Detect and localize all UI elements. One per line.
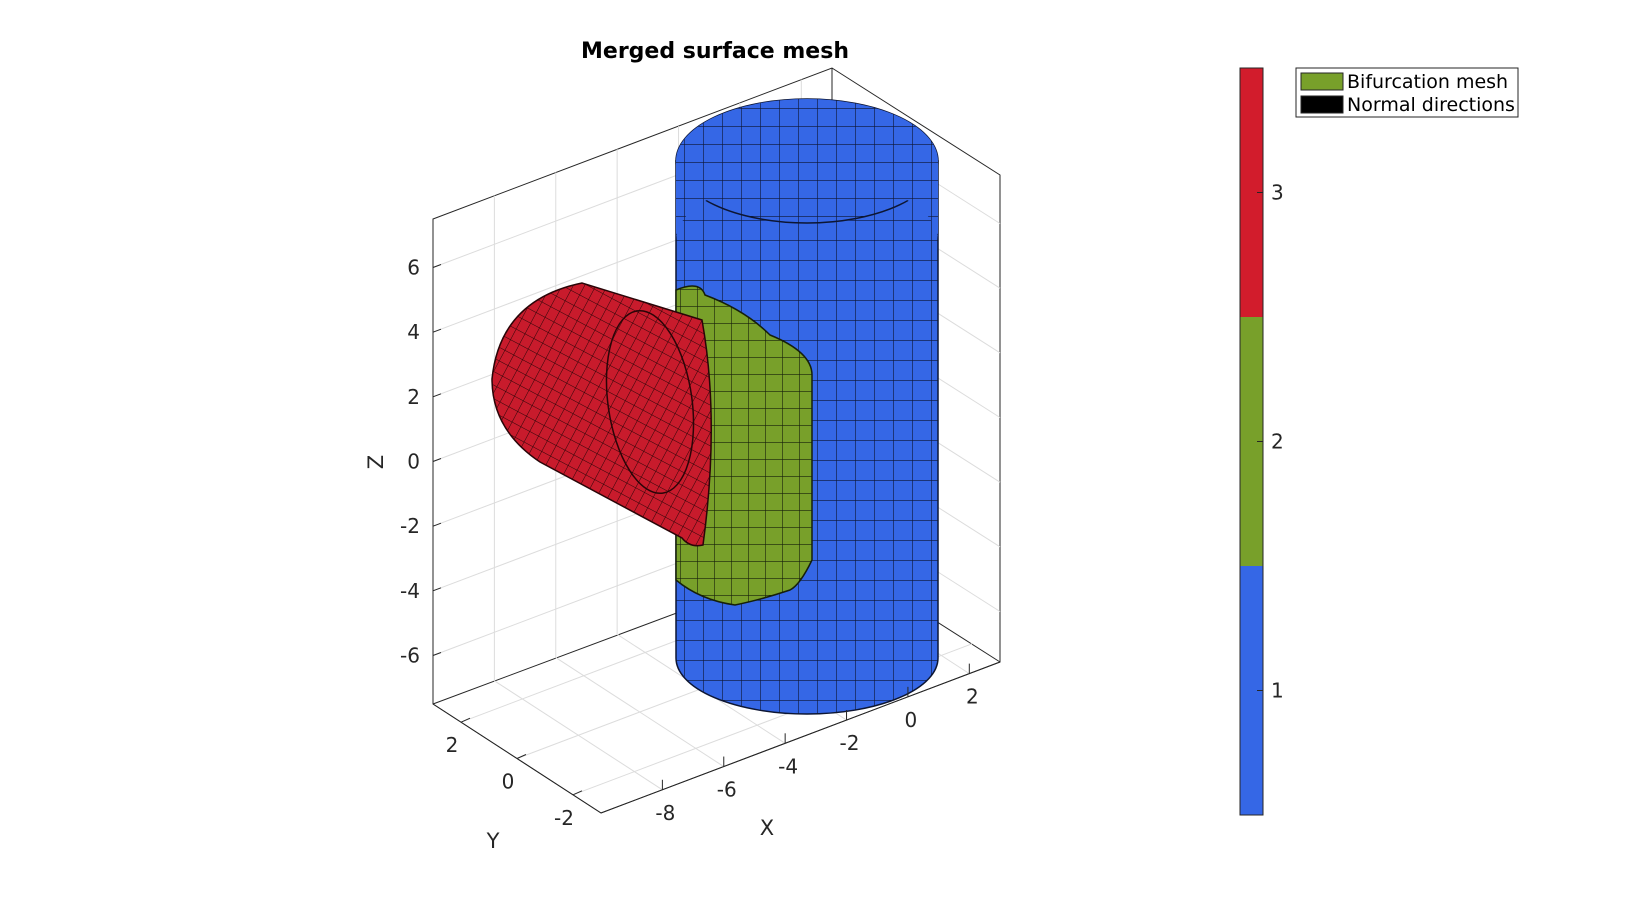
y-tick-label: -2: [554, 806, 574, 830]
x-tick-label: -2: [840, 731, 860, 755]
z-tick-mark: [432, 652, 442, 656]
axis-ticks: 6 4 2 0 -2 -4 -6 -8 -6 -4 -2 0 2 2 0 -2: [400, 256, 979, 830]
x-axis-label: X: [760, 816, 774, 840]
z-axis-label: Z: [364, 455, 388, 469]
y-axis-label: Y: [486, 829, 500, 853]
z-tick-mark: [432, 522, 442, 527]
x-tick-label: -6: [717, 778, 737, 802]
colorbar-tick-label: 2: [1271, 430, 1284, 454]
y-tick-mark: [460, 717, 471, 723]
z-tick-mark: [432, 587, 442, 592]
z-tick-label: 4: [407, 320, 420, 344]
y-tick-mark: [572, 790, 583, 796]
chart-title: Merged surface mesh: [581, 39, 849, 64]
z-tick-mark: [432, 458, 442, 462]
colorbar-segment: [1240, 566, 1263, 815]
legend-label-normals: Normal directions: [1347, 94, 1515, 116]
z-tick-mark: [432, 393, 442, 398]
legend-swatch-normals: [1300, 95, 1344, 114]
z-tick-label: -6: [400, 644, 420, 668]
colorbar-tick-label: 1: [1271, 679, 1284, 703]
z-tick-mark: [432, 264, 442, 268]
legend-label-bifurcation: Bifurcation mesh: [1347, 71, 1508, 93]
colorbar: 1 2 3: [1239, 67, 1284, 816]
legend: Bifurcation mesh Normal directions: [1295, 67, 1519, 118]
bifurcation-patch: [675, 285, 813, 606]
colorbar-tick-label: 3: [1271, 181, 1284, 205]
x-tick-label: 2: [966, 685, 979, 709]
colorbar-segment: [1240, 68, 1263, 317]
z-tick-label: 0: [407, 450, 420, 474]
z-tick-label: -2: [400, 514, 420, 538]
y-tick-label: 0: [502, 770, 515, 794]
x-tick-label: -8: [655, 801, 675, 825]
z-tick-label: -4: [400, 579, 420, 603]
legend-swatch-bifurcation: [1300, 72, 1344, 91]
y-tick-mark: [516, 754, 527, 759]
y-tick-label: 2: [446, 733, 459, 757]
z-tick-mark: [432, 328, 442, 333]
z-tick-label: 6: [407, 256, 420, 280]
branch-cylinder: [491, 282, 712, 547]
z-tick-label: 2: [407, 385, 420, 409]
x-tick-label: 0: [905, 708, 918, 732]
x-tick-label: -4: [778, 754, 798, 778]
colorbar-segment: [1240, 317, 1263, 566]
